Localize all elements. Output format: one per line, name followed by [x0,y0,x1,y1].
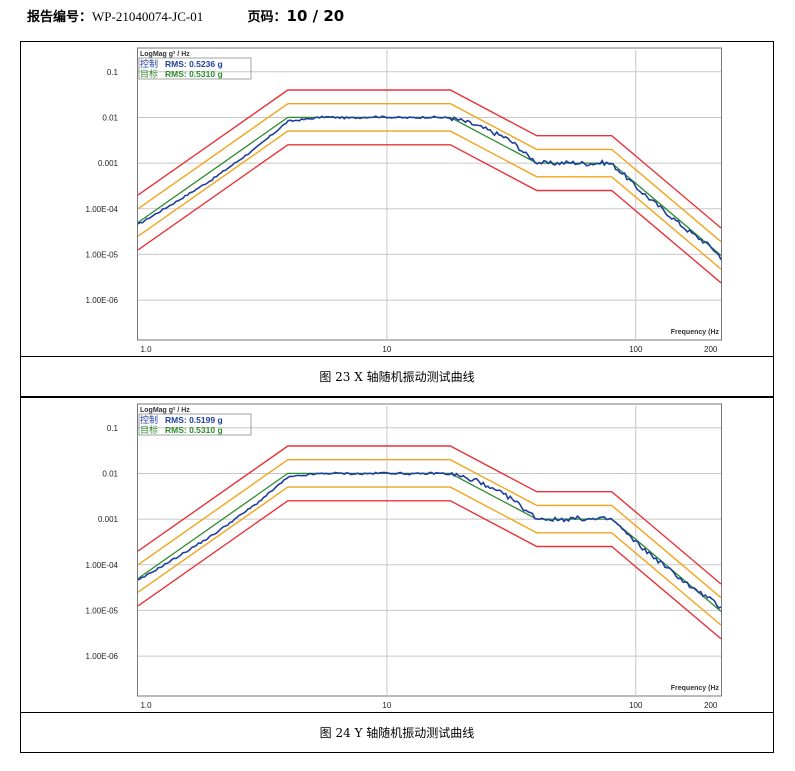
figure-23-caption-cell: 图 23 X 轴随机振动测试曲线 [20,356,774,397]
y-tick-label: 0.001 [98,515,119,524]
x-axis-label: Frequency (Hz [671,685,720,692]
report-number-label: 报告编号： [27,10,93,25]
legend-rms-value: RMS: 0.5199 g [165,415,223,425]
chart-x-axis-vibration: 0.1 0.01 0.001 1.00E-04 1.00E-05 1.00E-06 1.0 1… [86,47,722,354]
y-tick-label: 1.00E-05 [86,250,119,259]
abort-limit-lower [137,144,722,284]
x-tick-label: 1.0 [140,701,152,710]
x-tick-label: 100 [629,345,643,354]
report-header: 报告编号：WP-21040074-JC-01 页码：10 / 20 [27,6,344,26]
plot-frame [137,403,722,697]
y-tick-label: 1.00E-06 [86,296,119,305]
legend-rms-value: RMS: 0.5310 g [165,69,223,79]
x-tick-label: 100 [629,701,643,710]
legend-rms-value: RMS: 0.5310 g [165,425,223,435]
legend-rms-value: RMS: 0.5236 g [165,59,223,69]
x-tick-label: 1.0 [140,345,152,354]
y-tick-label: 0.01 [102,469,118,478]
reference-profile-line [137,116,722,256]
legend-box [138,413,252,436]
x-tick-label: 10 [382,701,391,710]
legend-series-name: 目标 [140,68,158,79]
x-axis-label: Frequency (Hz [671,329,720,336]
legend: 控制 RMS: 0.5199 g 目标 RMS: 0.5310 g [138,413,252,436]
y-tick-label: 0.1 [107,424,119,433]
y-tick-label: 1.00E-06 [86,652,119,661]
y-tick-label: 0.01 [102,113,118,122]
legend-series-name: 目标 [140,424,158,435]
y-axis-label: LogMag g² / Hz [140,51,190,58]
figure-24-cell: 0.1 0.01 0.001 1.00E-04 1.00E-05 1.00E-06 1.0 1… [20,397,774,712]
legend-box [138,57,252,80]
alarm-limit-upper [137,459,722,599]
control-line [137,471,722,609]
figure-23-cell: 0.1 0.01 0.001 1.00E-04 1.00E-05 1.00E-06 1.0 1… [20,41,774,356]
x-tick-label: 10 [382,345,391,354]
report-number: WP-21040074-JC-01 [92,9,204,24]
plot-frame [137,47,722,341]
y-tick-label: 1.00E-04 [86,205,119,214]
legend: 控制 RMS: 0.5236 g 目标 RMS: 0.5310 g [138,57,252,80]
y-tick-label: 1.00E-04 [86,561,119,570]
x-tick-label: 200 [704,701,718,710]
y-tick-label: 0.001 [98,159,119,168]
legend-series-name: 控制 [140,58,158,69]
alarm-limit-upper [137,103,722,243]
x-tick-label: 200 [704,345,718,354]
alarm-limit-lower [137,130,722,270]
figure-24-caption-cell: 图 24 Y 轴随机振动测试曲线 [20,712,774,753]
abort-limit-upper [137,89,722,229]
legend-series-name: 控制 [140,414,158,425]
page-number: 10 / 20 [286,7,345,25]
y-tick-label: 0.1 [107,68,119,77]
y-axis-label: LogMag g² / Hz [140,407,190,414]
abort-limit-upper [137,445,722,585]
chart-y-axis-vibration: 0.1 0.01 0.001 1.00E-04 1.00E-05 1.00E-06 1.0 1… [86,403,722,710]
figure-caption: 图 23 X 轴随机振动测试曲线 [319,370,475,384]
y-tick-label: 1.00E-05 [86,606,119,615]
abort-limit-lower [137,500,722,640]
control-line [137,115,722,260]
figure-caption: 图 24 Y 轴随机振动测试曲线 [319,726,475,740]
page-label: 页码： [247,10,287,25]
alarm-limit-lower [137,486,722,626]
